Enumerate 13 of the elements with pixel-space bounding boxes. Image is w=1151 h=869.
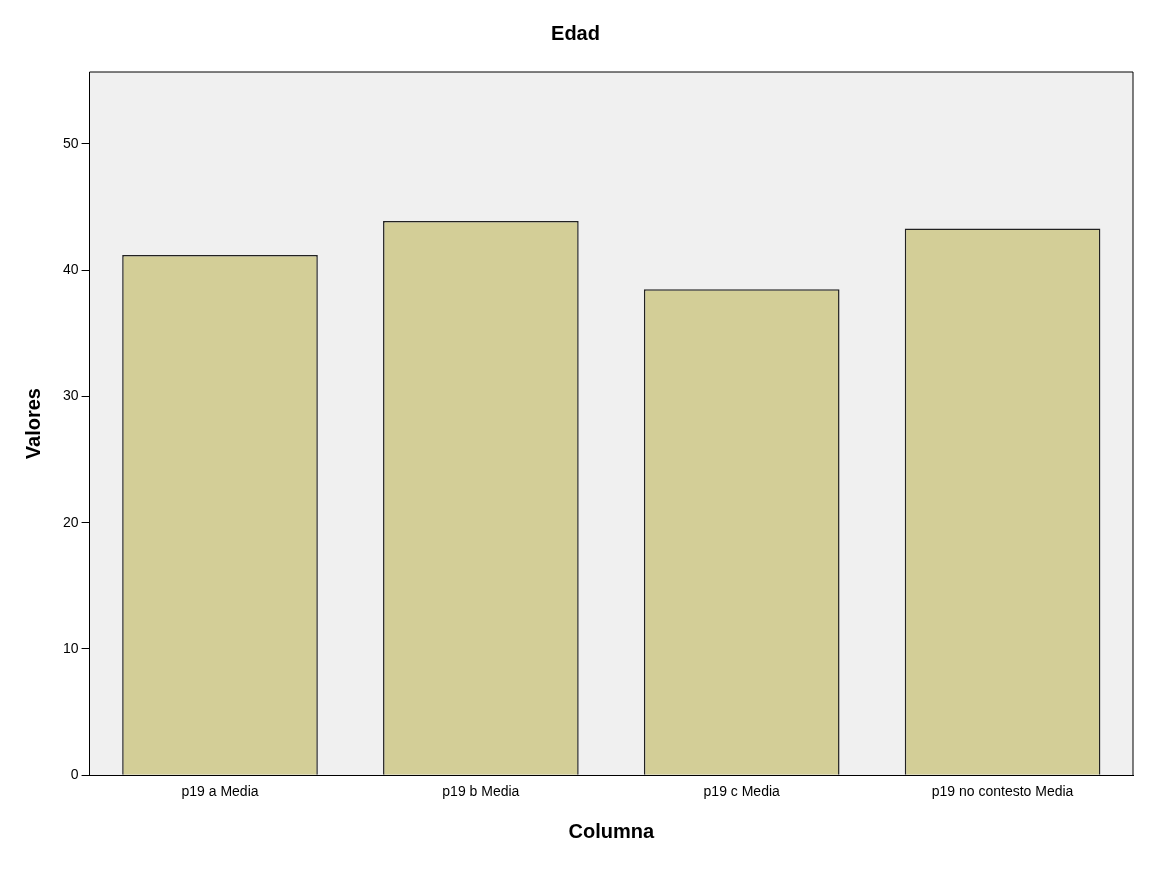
x-tick-label: p19 b Media	[442, 783, 520, 800]
y-tick-label: 10	[62, 639, 79, 656]
chart-title: Edad	[551, 21, 600, 44]
y-tick-label: 30	[62, 387, 79, 404]
y-tick-label: 40	[62, 261, 79, 278]
x-tick-label: p19 no contesto Media	[931, 783, 1074, 800]
x-tick-label: p19 a Media	[181, 783, 259, 800]
x-tick-label: p19 c Media	[703, 783, 781, 800]
y-tick-label: 0	[70, 766, 79, 783]
y-tick-label: 20	[62, 513, 79, 530]
x-axis-title: Columna	[568, 819, 655, 842]
y-tick-label: 50	[62, 134, 79, 151]
y-axis-title: Valores	[21, 388, 44, 460]
